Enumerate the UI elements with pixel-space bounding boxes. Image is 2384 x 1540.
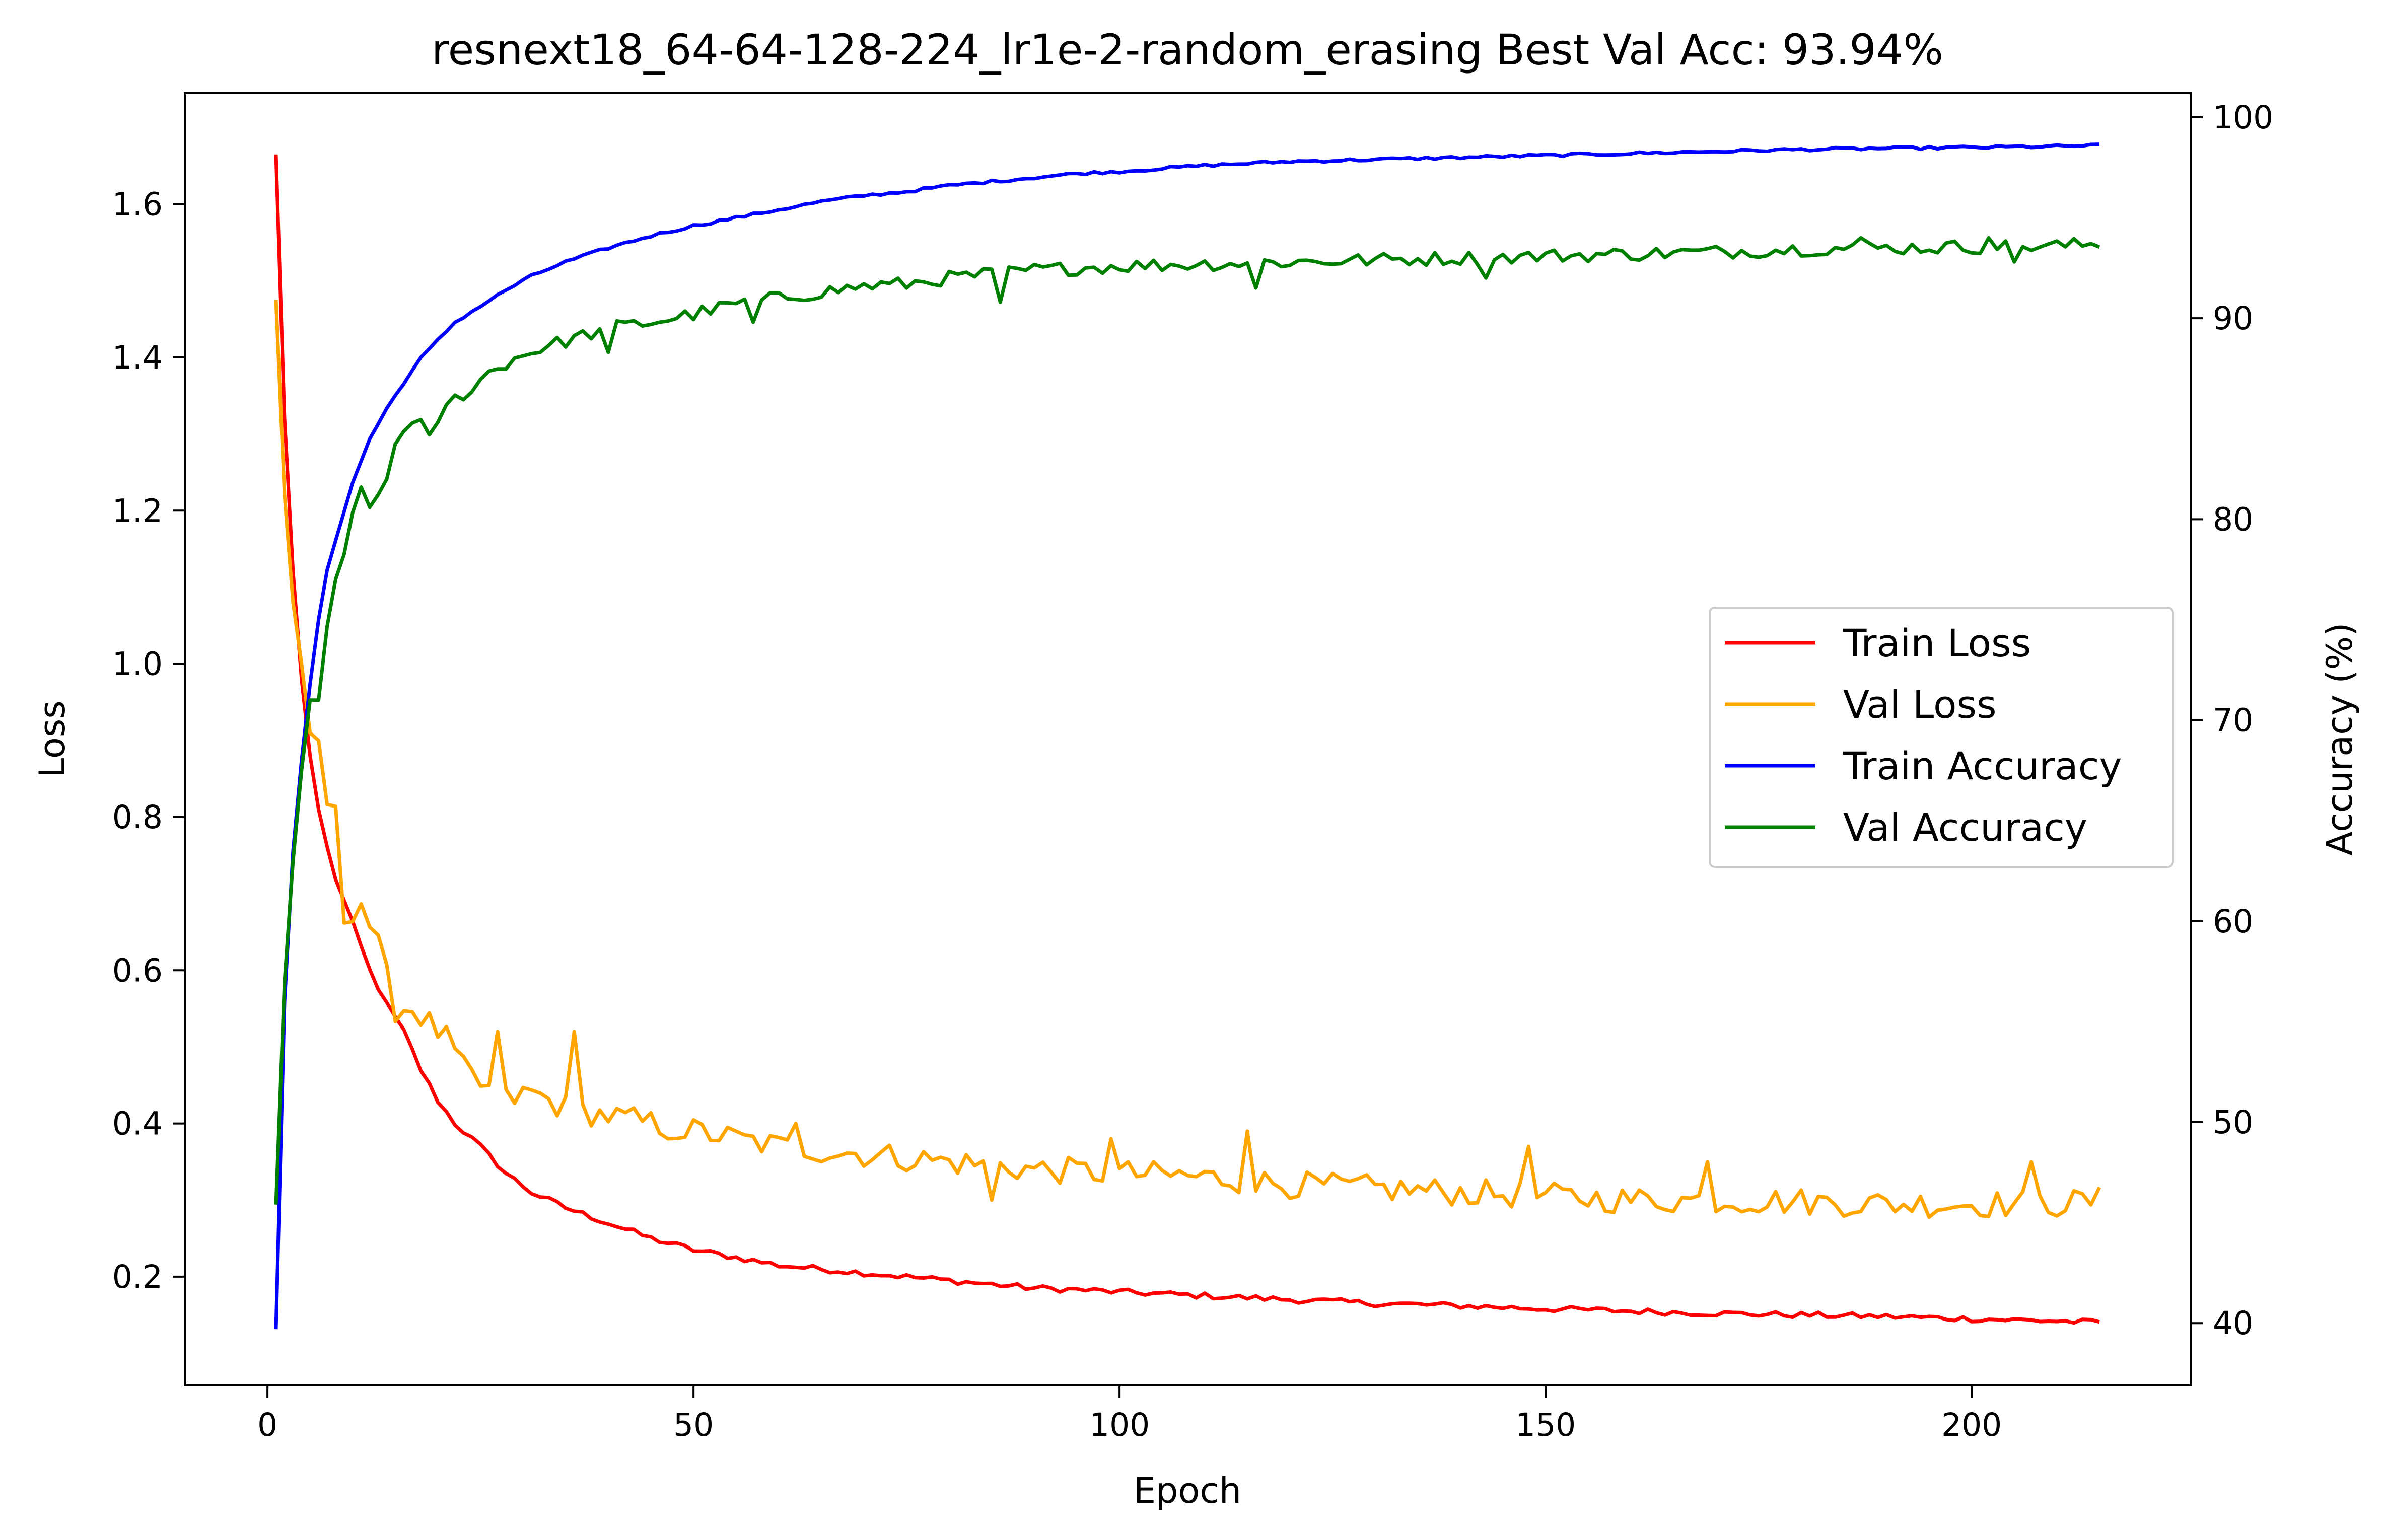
legend-box (1709, 607, 2174, 868)
series-line-train-loss (274, 154, 2100, 1325)
y-right-tick-label: 60 (2213, 903, 2253, 940)
y-left-axis-ticks: 0.2 0.4 0.6 0.8 1.0 1.2 1.4 1.6 (112, 186, 185, 1295)
series-line-train-accuracy (274, 142, 2100, 1330)
x-axis-label: Epoch (1134, 1470, 1241, 1511)
y-left-tick-label: 1.0 (112, 646, 163, 683)
series-layer (274, 142, 2101, 1330)
x-tick-label: 50 (673, 1407, 714, 1443)
y-left-tick-label: 0.6 (112, 952, 163, 989)
legend-entry-label: Val Loss (1843, 682, 1997, 727)
series-line-val-loss (274, 300, 2101, 1219)
legend: Train Loss Val Loss Train Accuracy Val Accu… (1709, 607, 2174, 868)
y-left-tick-label: 0.2 (112, 1259, 163, 1295)
y-left-tick-label: 1.2 (112, 492, 163, 529)
series-line-val-accuracy (274, 236, 2100, 1205)
y-right-tick-label: 80 (2213, 501, 2253, 538)
legend-entry-label: Train Loss (1843, 621, 2031, 666)
y-right-tick-label: 50 (2213, 1104, 2253, 1141)
y-right-axis-label: Accuracy (%) (2319, 623, 2360, 856)
y-left-axis-label: Loss (32, 700, 73, 778)
legend-entry-label: Train Accuracy (1843, 744, 2122, 788)
chart-title: resnext18_64-64-128-224_lr1e-2-random_er… (432, 25, 1943, 75)
x-axis-ticks: 0 50 100 150 200 (257, 1385, 2002, 1443)
y-left-tick-label: 1.6 (112, 186, 163, 223)
y-right-tick-label: 70 (2213, 702, 2253, 739)
y-right-axis-ticks: 40 50 60 70 80 90 100 (2191, 99, 2273, 1342)
y-left-tick-label: 0.8 (112, 799, 163, 836)
plot-frame (184, 92, 2192, 1386)
x-tick-label: 0 (257, 1407, 277, 1443)
x-tick-label: 200 (1941, 1407, 2002, 1443)
y-right-tick-label: 40 (2213, 1305, 2253, 1342)
y-left-tick-label: 1.4 (112, 339, 163, 376)
y-left-tick-label: 0.4 (112, 1106, 163, 1142)
x-tick-label: 150 (1515, 1407, 1576, 1443)
legend-entry-label: Val Accuracy (1843, 805, 2087, 850)
x-tick-label: 100 (1089, 1407, 1150, 1443)
y-right-tick-label: 90 (2213, 300, 2253, 337)
y-right-tick-label: 100 (2213, 99, 2273, 136)
